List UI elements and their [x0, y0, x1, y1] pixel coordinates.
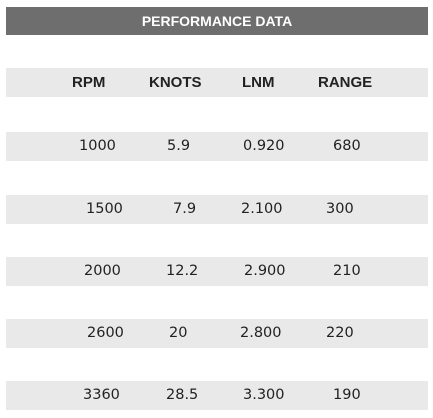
cell-rpm: 3360: [83, 387, 120, 403]
column-header-range: RANGE: [318, 74, 373, 91]
cell-range: 190: [333, 387, 361, 403]
header-row: RPM KNOTS LNM RANGE: [6, 68, 428, 97]
cell-range: 680: [333, 138, 361, 154]
table-row: 2600 20 2.800 220: [6, 319, 428, 348]
cell-range: 220: [326, 325, 354, 341]
table-row: 2000 12.2 2.900 210: [6, 257, 428, 286]
cell-lnm: 2.800: [240, 325, 282, 341]
cell-knots: 28.5: [166, 387, 199, 403]
cell-lnm: 3.300: [243, 387, 285, 403]
spacer-row: [6, 102, 428, 131]
spacer-row: [6, 352, 428, 381]
cell-lnm: 2.100: [241, 201, 283, 217]
cell-rpm: 1000: [79, 138, 116, 154]
spacer-row: [6, 290, 428, 319]
cell-knots: 5.9: [167, 138, 191, 154]
cell-knots: 12.2: [166, 263, 199, 279]
spacer-row: [6, 228, 428, 257]
cell-rpm: 1500: [86, 201, 123, 217]
cell-rpm: 2600: [87, 325, 124, 341]
spacer-row: [6, 39, 428, 68]
spacer-row: [6, 165, 428, 194]
column-header-knots: KNOTS: [149, 74, 202, 91]
table-title: PERFORMANCE DATA: [6, 7, 428, 35]
table-row: 1500 7.9 2.100 300: [6, 195, 428, 224]
cell-lnm: 2.900: [244, 263, 286, 279]
table-row: 3360 28.5 3.300 190: [6, 381, 428, 410]
cell-range: 300: [326, 201, 354, 217]
table-row: 1000 5.9 0.920 680: [6, 132, 428, 161]
cell-knots: 20: [169, 325, 188, 341]
cell-knots: 7.9: [173, 201, 197, 217]
cell-range: 210: [333, 263, 361, 279]
column-header-lnm: LNM: [242, 74, 275, 91]
cell-rpm: 2000: [84, 263, 121, 279]
cell-lnm: 0.920: [243, 138, 285, 154]
column-header-rpm: RPM: [72, 74, 106, 91]
